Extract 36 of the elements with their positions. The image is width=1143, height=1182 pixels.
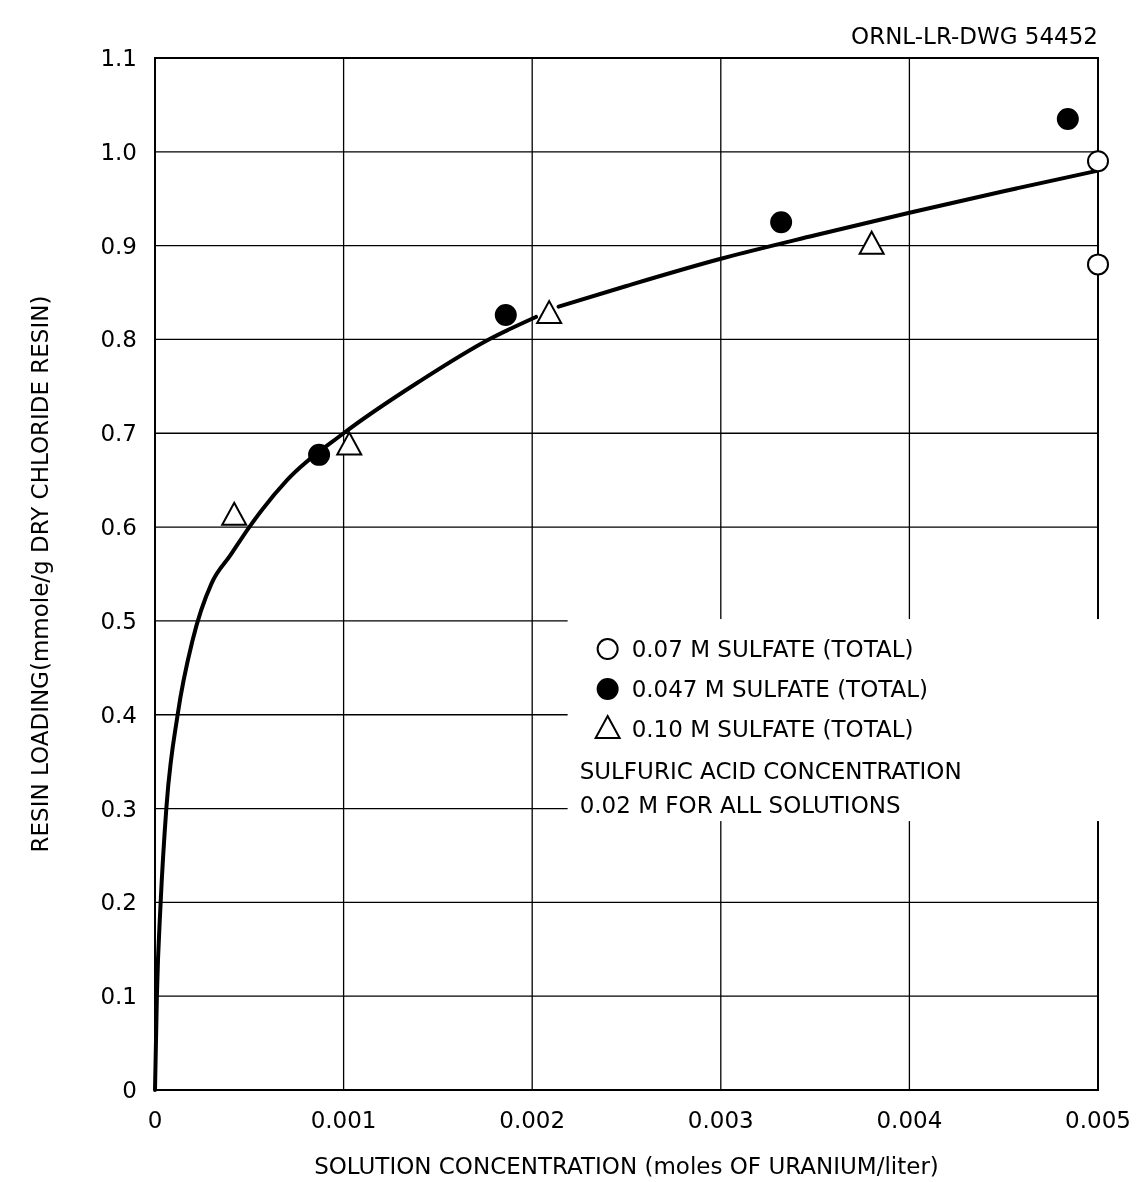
x-tick-label: 0.002 — [499, 1107, 566, 1133]
y-tick-label: 1.1 — [100, 45, 137, 71]
point — [1087, 150, 1109, 173]
point — [336, 431, 363, 456]
text: ORNL-LR-DWG 54452 — [851, 23, 1098, 49]
y-tick-label: 1.0 — [100, 138, 137, 165]
y-tick-label: 0 — [122, 1077, 137, 1103]
y-tick-label: 0.9 — [100, 232, 137, 259]
y-tick-label: 0.1 — [100, 983, 137, 1010]
x-tick-label: 0.001 — [310, 1107, 377, 1133]
legend-label: 0.047 M SULFATE (TOTAL) — [631, 676, 929, 703]
y-tick-label: 0.5 — [100, 607, 137, 634]
point — [221, 501, 248, 526]
y-axis-title: RESIN LOADING(mmole/g DRY CHLORIDE RESIN) — [27, 295, 53, 853]
y-tick-label: 0.4 — [100, 701, 137, 728]
point — [1056, 107, 1079, 130]
legend-label: 0.10 M SULFATE (TOTAL) — [631, 716, 914, 743]
y-tick-label: 0.6 — [100, 514, 137, 541]
point — [1087, 253, 1109, 276]
y-tick-label: 0.3 — [100, 795, 137, 822]
x-tick-label: 0.003 — [687, 1107, 754, 1133]
legend-label: 0.07 M SULFATE (TOTAL) — [631, 636, 914, 663]
y-tick-label: 0.8 — [100, 326, 137, 353]
annotation: SULFURIC ACID CONCENTRATION — [579, 758, 962, 785]
annotation: 0.02 M FOR ALL SOLUTIONS — [579, 792, 901, 819]
point — [858, 230, 885, 255]
x-axis-title: SOLUTION CONCENTRATION (moles OF URANIUM/liter) — [314, 1153, 939, 1179]
y-tick-label: 0.2 — [100, 889, 137, 916]
x-tick-label: 0.005 — [1065, 1107, 1131, 1133]
point — [308, 443, 331, 466]
point — [494, 304, 517, 327]
x-tick-label: 0 — [147, 1107, 163, 1133]
point — [770, 211, 793, 234]
point — [536, 300, 563, 325]
x-tick-label: 0.004 — [876, 1107, 943, 1133]
y-tick-label: 0.7 — [100, 420, 137, 447]
